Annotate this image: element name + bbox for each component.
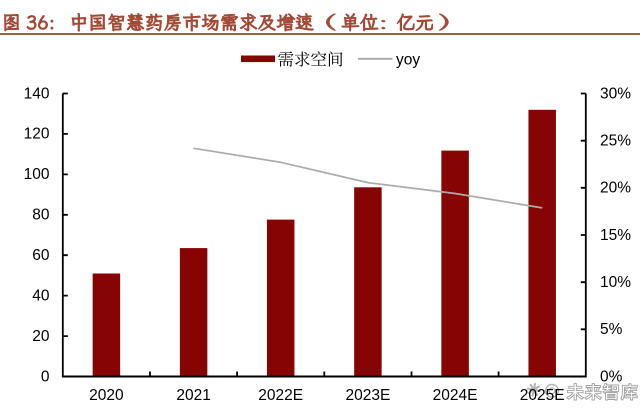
svg-text:20: 20 xyxy=(32,328,50,345)
svg-text:30%: 30% xyxy=(600,85,631,102)
svg-text:2020: 2020 xyxy=(89,387,124,404)
svg-text:10%: 10% xyxy=(600,274,631,291)
svg-text:5%: 5% xyxy=(600,321,623,338)
svg-text:60: 60 xyxy=(32,247,50,264)
svg-text:100: 100 xyxy=(24,166,50,183)
svg-text:25%: 25% xyxy=(600,133,631,150)
svg-text:0: 0 xyxy=(41,368,50,385)
svg-text:yoy: yoy xyxy=(396,52,420,69)
svg-text:140: 140 xyxy=(24,85,50,102)
svg-text:2022E: 2022E xyxy=(258,387,303,404)
svg-text:15%: 15% xyxy=(600,227,631,244)
svg-text:40: 40 xyxy=(32,287,50,304)
svg-text:2021: 2021 xyxy=(176,387,210,404)
svg-text:80: 80 xyxy=(32,207,50,224)
svg-text:2023E: 2023E xyxy=(345,387,390,404)
svg-text:2025E: 2025E xyxy=(520,387,565,404)
svg-text:0%: 0% xyxy=(600,368,623,385)
svg-text:20%: 20% xyxy=(600,180,631,197)
svg-text:120: 120 xyxy=(24,126,50,143)
svg-text:2024E: 2024E xyxy=(433,387,478,404)
